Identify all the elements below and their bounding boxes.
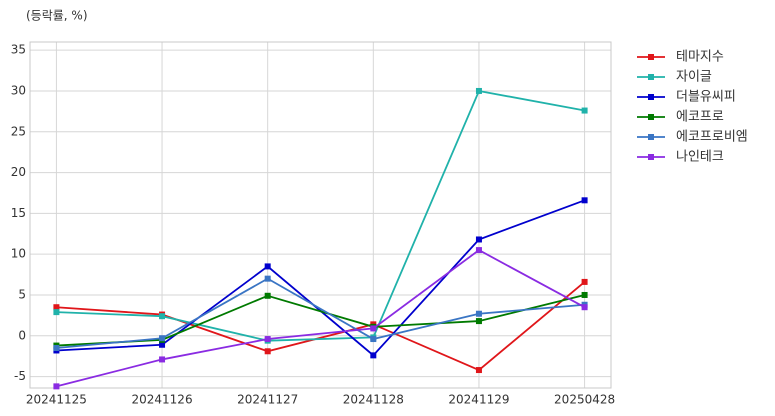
series-line <box>56 294 585 347</box>
x-tick-label: 20241126 <box>132 393 193 407</box>
point <box>264 348 271 355</box>
point <box>370 325 377 332</box>
plot-frame <box>29 41 612 389</box>
point <box>264 275 271 282</box>
point <box>475 318 482 325</box>
y-tick-label: 20 <box>11 165 26 179</box>
point <box>159 356 166 363</box>
point <box>475 236 482 243</box>
x-tick-label: 20250428 <box>554 393 615 407</box>
series-line <box>56 249 586 388</box>
y-tick-label: 10 <box>11 247 26 261</box>
point <box>53 309 60 316</box>
point <box>581 197 588 204</box>
point <box>53 345 60 352</box>
point <box>53 304 60 311</box>
series-line <box>56 199 585 357</box>
point <box>475 247 482 254</box>
legend-marker <box>648 114 654 120</box>
legend-marker <box>648 134 654 140</box>
point <box>475 367 482 374</box>
point <box>264 263 271 270</box>
series-line <box>56 277 585 349</box>
legend-label: 에코프로 <box>676 110 724 125</box>
point <box>159 341 166 348</box>
series-line <box>56 281 586 372</box>
point <box>159 313 166 320</box>
y-tick-label: 25 <box>11 124 26 138</box>
series-line <box>56 89 585 342</box>
point <box>159 335 166 342</box>
point <box>581 107 588 114</box>
point <box>370 352 377 359</box>
point <box>264 336 271 343</box>
x-tick-label: 20241128 <box>343 393 404 407</box>
y-tick-label: 35 <box>11 43 26 57</box>
point <box>581 278 588 285</box>
legend-marker <box>648 94 654 100</box>
point <box>370 336 377 343</box>
legend-label: 테마지수 <box>676 50 724 65</box>
legend-label: 더블유씨피 <box>676 90 736 105</box>
y-tick-label: 5 <box>18 287 26 301</box>
y-axis-label: (등락률, %) <box>26 9 88 23</box>
legend-marker <box>648 154 654 160</box>
point <box>581 291 588 298</box>
legend-marker <box>648 54 654 60</box>
y-tick-label: -5 <box>14 369 26 383</box>
point <box>581 304 588 311</box>
legend-label: 나인테크 <box>676 150 724 165</box>
y-tick-label: 15 <box>11 206 26 220</box>
y-tick-label: 30 <box>11 83 26 97</box>
y-tick-label: 0 <box>18 328 26 342</box>
x-tick-label: 20241125 <box>26 393 87 407</box>
legend-label: 자이글 <box>676 70 712 85</box>
x-tick-label: 20241129 <box>448 393 509 407</box>
legend-label: 에코프로비엠 <box>676 130 748 145</box>
x-tick-label: 20241127 <box>237 393 298 407</box>
point <box>264 292 271 299</box>
point <box>53 383 60 390</box>
point <box>475 87 482 94</box>
legend-marker <box>648 74 654 80</box>
point <box>475 310 482 317</box>
